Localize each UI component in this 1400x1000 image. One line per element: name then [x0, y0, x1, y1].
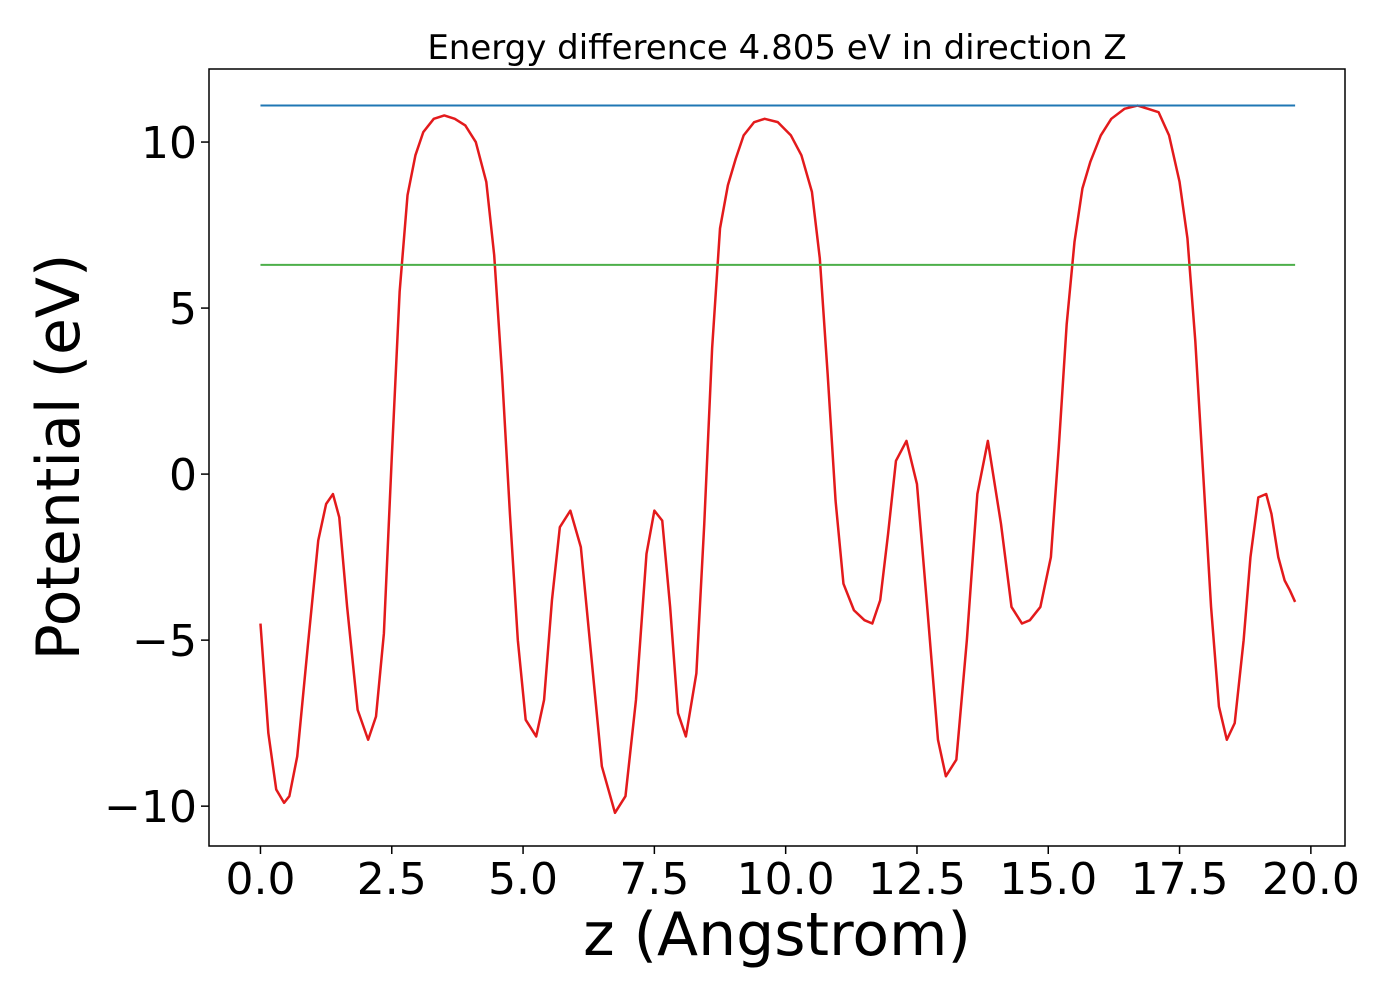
x-tick-label: 7.5	[619, 854, 689, 905]
y-tick-label: 10	[141, 118, 197, 169]
x-tick-label: 10.0	[737, 854, 835, 905]
x-axis-label: z (Angstrom)	[583, 900, 971, 970]
y-tick-label: −5	[132, 616, 197, 667]
y-axis-label: Potential (eV)	[24, 254, 94, 661]
y-axis: −10 −5 0 5 10	[104, 118, 209, 833]
y-tick-label: 0	[169, 450, 197, 501]
x-tick-label: 15.0	[999, 854, 1097, 905]
x-tick-label: 17.5	[1131, 854, 1229, 905]
plot-frame	[208, 68, 1346, 847]
x-tick-label: 0.0	[225, 854, 295, 905]
x-tick-label: 12.5	[868, 854, 966, 905]
x-tick-label: 5.0	[488, 854, 558, 905]
series-line-0	[259, 104, 1297, 815]
x-tick-label: 20.0	[1262, 854, 1360, 905]
x-axis: 0.0 2.5 5.0 7.5 10.0 12.5 15.0 17.5 20.0	[225, 846, 1360, 905]
x-tick-label: 2.5	[357, 854, 427, 905]
y-tick-label: 5	[169, 284, 197, 335]
chart-title: Energy difference 4.805 eV in direction …	[427, 28, 1126, 68]
y-tick-label: −10	[104, 782, 197, 833]
plot-area	[259, 104, 1297, 815]
